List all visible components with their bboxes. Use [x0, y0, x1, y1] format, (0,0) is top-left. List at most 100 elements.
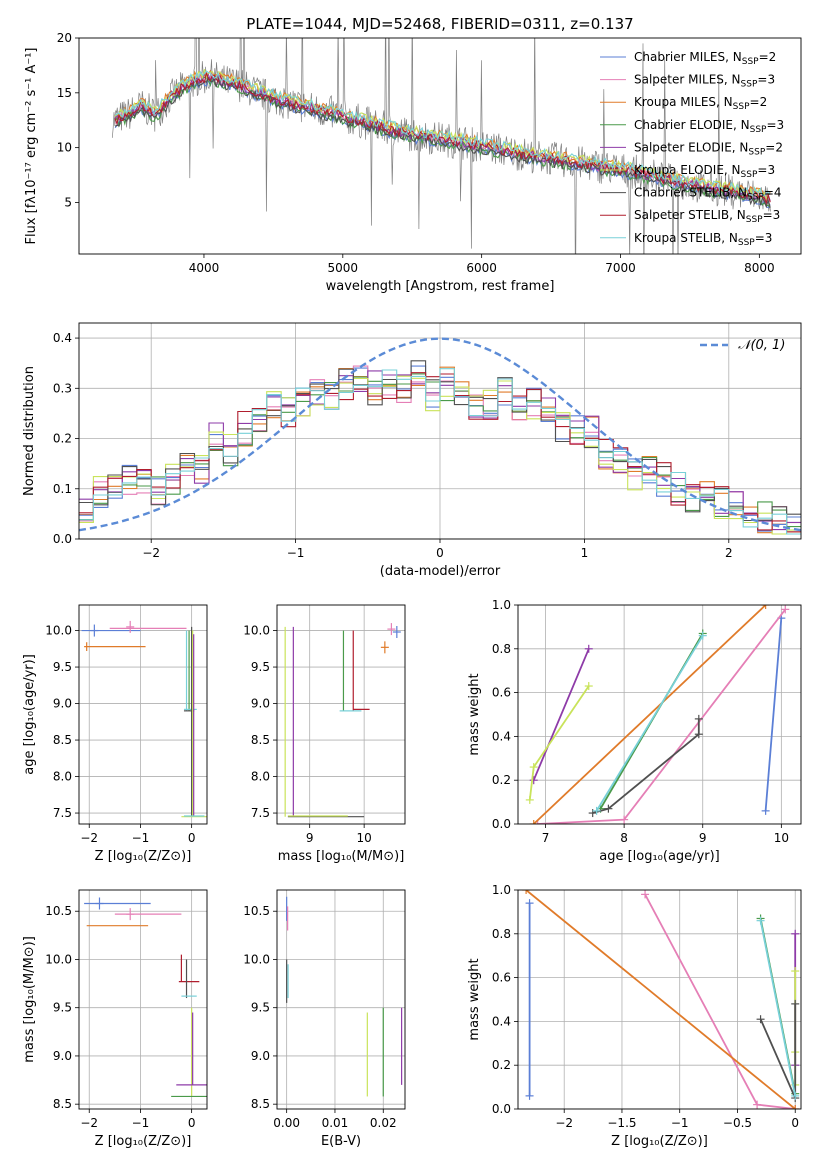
y-tick-label: 10.0	[243, 624, 270, 638]
x-tick-label: 2	[725, 546, 733, 560]
y-tick-label: 9.0	[251, 1049, 270, 1063]
y-tick-label: 0.4	[53, 331, 72, 345]
y-tick-label: 10.0	[45, 624, 72, 638]
x-tick-label: 0	[436, 546, 444, 560]
y-tick-label: 7.5	[53, 806, 72, 820]
x-tick-label: 7	[542, 831, 550, 845]
y-tick-label: 10.0	[45, 952, 72, 966]
panel-weight_vs_Z: −2 −1.5 −1 −0.5 0 0.0 0.2 0.4 0.6 0.8 1.0 Z [log₁₀(…	[467, 883, 802, 1149]
x-tick-label: 5000	[328, 261, 359, 275]
legend-sub: SSP	[748, 147, 765, 157]
y-tick-label: 8.0	[53, 770, 72, 784]
y-tick-label: 0.2	[53, 432, 72, 446]
x-tick-label: −1.5	[607, 1116, 636, 1130]
figure-title: PLATE=1044, MJD=52468, FIBERID=0311, z=0…	[246, 15, 633, 33]
y-tick-label: 9.0	[53, 697, 72, 711]
weight-line	[532, 648, 590, 781]
y-tick-label: 0.2	[492, 773, 511, 787]
axes-frame	[78, 322, 802, 540]
plot-area	[79, 890, 207, 1109]
model-kroupa_stelib	[114, 70, 771, 197]
legend: Chabrier MILES, NSSP=2 Salpeter MILES, NS…	[600, 50, 784, 248]
x-axis-label: mass [log₁₀(M/M⊙)]	[278, 849, 405, 864]
x-tick-label: −2	[80, 1116, 98, 1130]
weight-line	[525, 890, 796, 1109]
legend-sub: SSP	[741, 170, 758, 180]
y-tick-label: 5	[64, 195, 72, 209]
y-tick-label: 0.6	[492, 971, 511, 985]
legend-label: Kroupa STELIB, NSSP=3	[634, 231, 772, 248]
x-tick-label: −1	[671, 1116, 689, 1130]
model-salpeter_stelib	[114, 72, 771, 205]
y-tick-label: 8.0	[251, 770, 270, 784]
legend-label: Chabrier STELIB, NSSP=4	[634, 186, 782, 203]
x-tick-label: −1	[287, 546, 305, 560]
x-tick-label: −2	[555, 1116, 573, 1130]
legend-label: Kroupa ELODIE, NSSP=3	[634, 163, 775, 180]
x-tick-label: 7000	[605, 261, 636, 275]
y-tick-label: 0.4	[492, 1014, 511, 1028]
x-axis-label: Z [log₁₀(Z/Z⊙)]	[95, 849, 192, 864]
legend-label: Salpeter MILES, NSSP=3	[634, 73, 775, 90]
y-tick-label: 8.5	[53, 1097, 72, 1111]
x-tick-label: 0.02	[370, 1116, 397, 1130]
weight-line	[644, 893, 796, 1109]
y-tick-label: 9.0	[251, 697, 270, 711]
x-tick-label: 0	[188, 831, 196, 845]
x-axis-label: E(B-V)	[321, 1134, 361, 1149]
legend-label: Salpeter STELIB, NSSP=3	[634, 208, 780, 225]
legend-rest: =2	[750, 95, 768, 109]
y-axis-label: Flux [fλ10⁻¹⁷ erg cm⁻² s⁻¹ A⁻¹]	[24, 48, 39, 245]
y-tick-label: 10.0	[243, 952, 270, 966]
legend-rest: =2	[765, 140, 783, 154]
plot-area	[79, 605, 207, 824]
x-tick-label: 0.01	[322, 1116, 349, 1130]
x-axis-label: wavelength [Angstrom, rest frame]	[326, 279, 555, 294]
x-tick-label: 9	[699, 831, 707, 845]
panel-spectrum: 4000 5000 6000 7000 8000 5 10 15 20 wavelength [A…	[24, 31, 802, 294]
y-tick-label: 0.0	[53, 532, 72, 546]
x-tick-label: 10	[357, 831, 372, 845]
y-axis-label: mass weight	[467, 673, 482, 755]
legend-label: Chabrier MILES, NSSP=2	[634, 50, 776, 67]
weight-line	[537, 608, 787, 824]
x-tick-label: 4000	[189, 261, 220, 275]
y-tick-label: 10.5	[45, 904, 72, 918]
hist-series	[79, 368, 801, 535]
y-tick-label: 0.8	[492, 642, 511, 656]
y-tick-label: 7.5	[251, 806, 270, 820]
y-tick-label: 9.0	[53, 1049, 72, 1063]
y-tick-label: 20	[57, 31, 72, 45]
panel-mass_vs_Z: −2 −1 0 8.5 9.0 9.5 10.0 10.5 Z [log₁₀(Z/Z⊙)] mas…	[22, 889, 208, 1149]
legend-sub: SSP	[750, 125, 767, 135]
plot-area	[277, 890, 405, 1109]
legend-label: Salpeter ELODIE, NSSP=2	[634, 140, 783, 157]
x-tick-label: −2	[142, 546, 160, 560]
x-tick-label: −1	[132, 1116, 150, 1130]
y-axis-label: mass weight	[467, 958, 482, 1040]
x-tick-label: −2	[80, 831, 98, 845]
x-tick-label: 0.00	[273, 1116, 300, 1130]
y-tick-label: 9.5	[53, 660, 72, 674]
y-tick-label: 0.0	[492, 817, 511, 831]
gaussian-curve	[79, 337, 801, 532]
legend-rest: =3	[766, 118, 784, 132]
x-axis-label: Z [log₁₀(Z/Z⊙)]	[611, 1134, 708, 1149]
y-tick-label: 9.5	[53, 1001, 72, 1015]
panel-age_vs_mass: 9 10 7.5 8.0 8.5 9.0 9.5 10.0 mass [log₁₀(M/M⊙)]	[243, 604, 406, 864]
legend-sub: SSP	[747, 193, 764, 203]
legend-sub: SSP	[742, 57, 759, 67]
x-tick-label: 0	[791, 1116, 799, 1130]
weight-line	[592, 718, 700, 814]
legend-sub: SSP	[746, 215, 763, 225]
legend-sub: SSP	[733, 102, 750, 112]
axes-frame	[276, 889, 406, 1110]
legend-label: Chabrier ELODIE, NSSP=3	[634, 118, 784, 135]
panel-residuals: −2 −1 0 1 2 0.0 0.1 0.2 0.3 0.4 (data-model)/error…	[22, 322, 802, 579]
y-tick-label: 9.5	[251, 1001, 270, 1015]
weight-line	[528, 685, 590, 801]
y-tick-label: 0.2	[492, 1058, 511, 1072]
y-tick-label: 8.5	[53, 733, 72, 747]
legend-sub: SSP	[741, 80, 758, 90]
